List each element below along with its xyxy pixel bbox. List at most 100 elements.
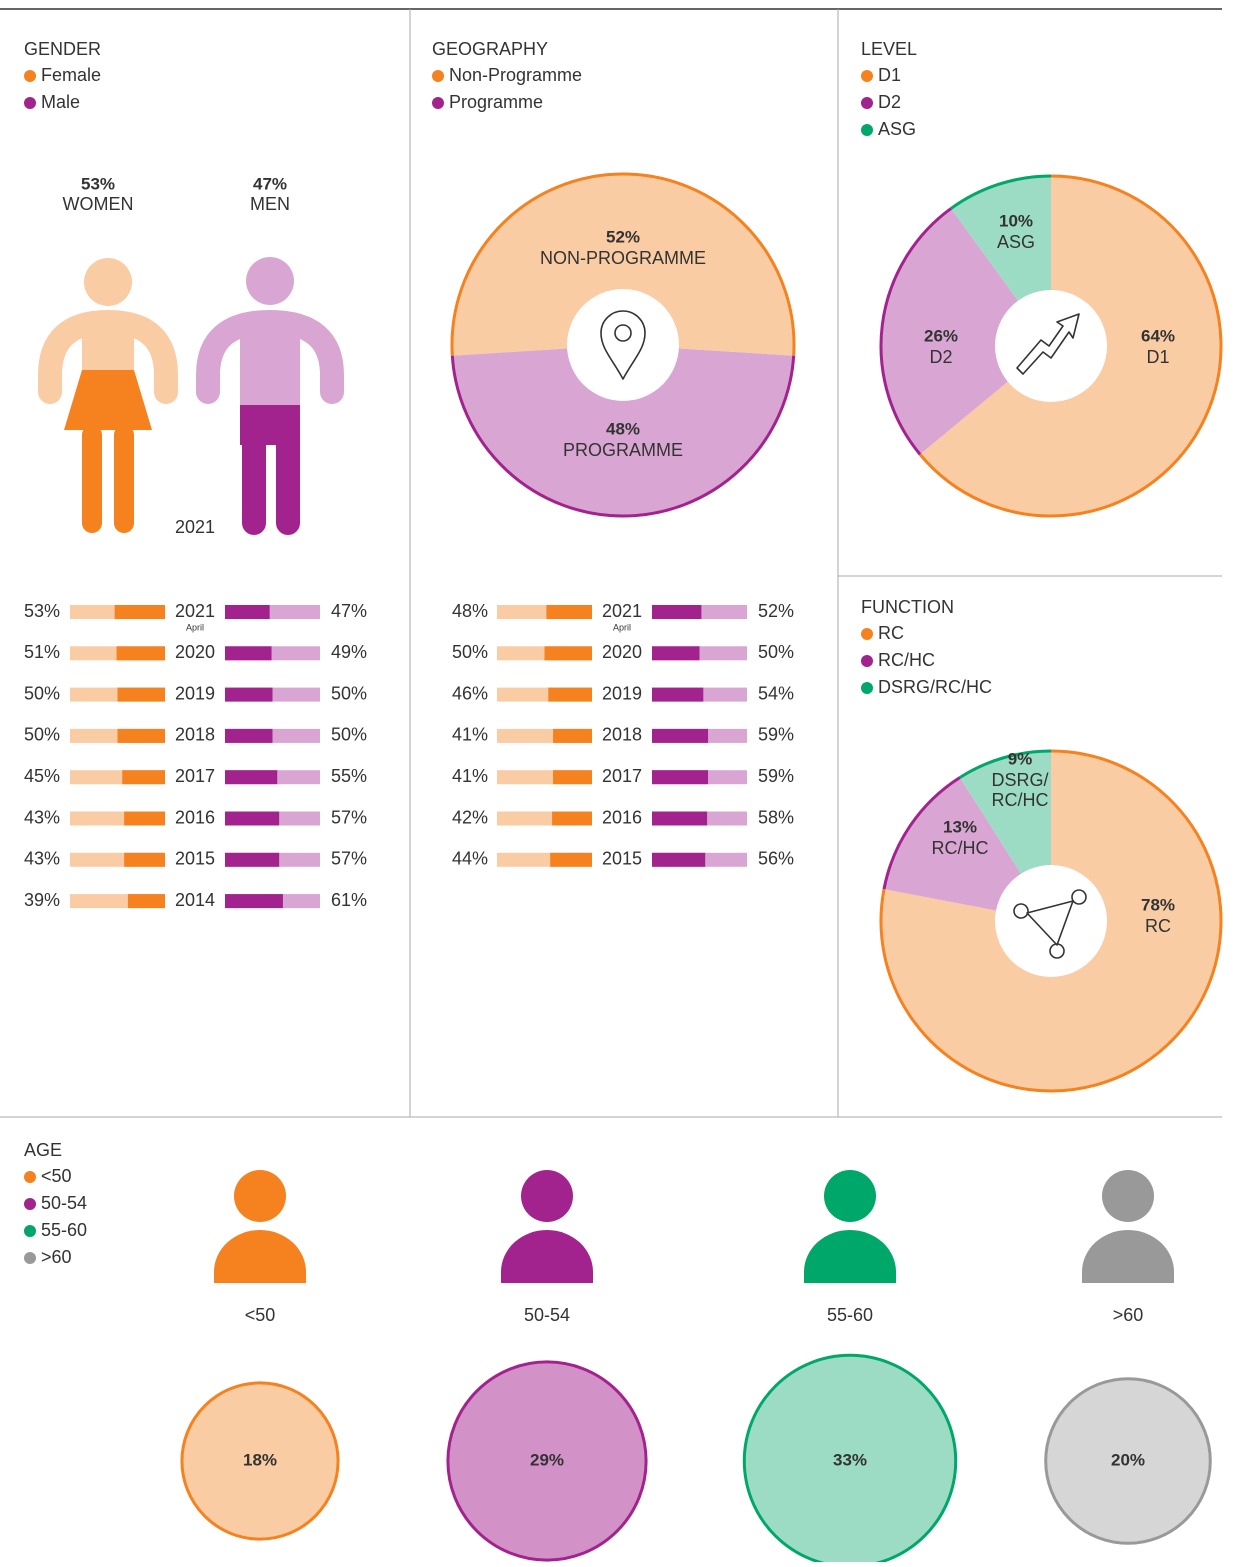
bar	[553, 728, 592, 743]
pie-slice	[451, 174, 795, 356]
value-label: 50%	[24, 683, 60, 703]
category-label: 55-60	[827, 1305, 873, 1325]
legend-dot	[861, 682, 873, 694]
value-label: 51%	[24, 642, 60, 662]
year-label: 2021	[175, 517, 215, 537]
pie-slice	[881, 208, 1051, 455]
bar	[225, 605, 270, 619]
legend-dot	[861, 628, 873, 640]
year-label: 2018	[602, 725, 642, 745]
slice-label: D2	[929, 347, 952, 367]
bar	[652, 605, 702, 619]
trend-icon	[1016, 313, 1080, 375]
leg	[276, 430, 300, 535]
bar	[550, 852, 592, 867]
value-label: 49%	[331, 642, 367, 662]
bar	[225, 728, 273, 743]
legend-dot	[861, 70, 873, 82]
network-node	[1071, 889, 1087, 905]
bar	[122, 770, 165, 785]
bar	[225, 894, 283, 909]
value-label: 53%	[81, 174, 115, 193]
slice-rim	[879, 207, 952, 456]
bar	[544, 646, 592, 661]
year-label: 2021	[175, 601, 215, 621]
bar	[225, 852, 280, 867]
skirt	[64, 370, 152, 430]
slice-rim	[879, 749, 1223, 1093]
bar	[548, 687, 592, 702]
value-label: 54%	[758, 683, 794, 703]
value-label: 10%	[999, 211, 1033, 230]
person-body	[501, 1230, 593, 1283]
bar	[117, 728, 165, 743]
torso	[82, 318, 134, 373]
legend-title: AGE	[24, 1140, 62, 1160]
bar	[652, 646, 700, 661]
network-node	[1013, 903, 1029, 919]
category-label: <50	[245, 1305, 276, 1325]
leg	[242, 430, 266, 535]
person-body	[804, 1230, 896, 1283]
network-icon	[1026, 900, 1074, 946]
legend-title: FUNCTION	[861, 597, 954, 617]
value-label: 55%	[331, 766, 367, 786]
bubble	[446, 1360, 648, 1562]
bar	[225, 770, 278, 785]
bar	[652, 811, 708, 826]
person-body	[1082, 1230, 1174, 1283]
year-label: 2015	[602, 849, 642, 869]
year-label: 2017	[175, 766, 215, 786]
value-label: 29%	[530, 1450, 564, 1469]
category-label: >60	[1113, 1305, 1144, 1325]
year-label: 2016	[602, 807, 642, 827]
value-label: 52%	[758, 601, 794, 621]
value-label: 41%	[452, 725, 488, 745]
legend-label: 55-60	[41, 1220, 87, 1240]
person-body	[214, 1230, 306, 1283]
slice-label: RC/HC	[932, 838, 989, 858]
legend-label: RC	[878, 623, 904, 643]
pin-dot	[614, 324, 632, 342]
value-label: 45%	[24, 766, 60, 786]
leg	[82, 425, 102, 533]
value-label: 50%	[452, 642, 488, 662]
value-label: 57%	[331, 849, 367, 869]
person-head	[234, 1170, 286, 1222]
legend-title: LEVEL	[861, 39, 917, 59]
year-label: 2021	[602, 601, 642, 621]
legend-label: >60	[41, 1247, 72, 1267]
icon-disc	[567, 289, 679, 401]
slice-label: D1	[1146, 347, 1169, 367]
bar	[124, 852, 165, 867]
value-label: 41%	[452, 766, 488, 786]
value-label: 47%	[253, 174, 287, 193]
bar	[117, 687, 165, 702]
bar	[124, 811, 165, 826]
icon-disc	[995, 290, 1107, 402]
legend-label: 50-54	[41, 1193, 87, 1213]
slice-rim	[959, 749, 1052, 779]
legend-label: <50	[41, 1166, 72, 1186]
value-label: 47%	[331, 601, 367, 621]
figure-label: MEN	[250, 194, 290, 214]
value-label: 46%	[452, 683, 488, 703]
legend-dot	[24, 1198, 36, 1210]
slice-rim	[950, 174, 1052, 210]
bar	[225, 687, 273, 702]
leg	[114, 425, 134, 533]
year-label: 2018	[175, 725, 215, 745]
pie-slice	[452, 345, 794, 516]
legend-label: Non-Programme	[449, 65, 582, 85]
bar	[225, 646, 272, 661]
bar	[114, 605, 165, 619]
value-label: 39%	[24, 890, 60, 910]
value-label: 42%	[452, 807, 488, 827]
value-label: 50%	[331, 725, 367, 745]
value-label: 58%	[758, 807, 794, 827]
legend-dot	[861, 124, 873, 136]
legend-label: DSRG/RC/HC	[878, 677, 992, 697]
year-label: 2019	[175, 683, 215, 703]
network-node	[1049, 943, 1065, 959]
